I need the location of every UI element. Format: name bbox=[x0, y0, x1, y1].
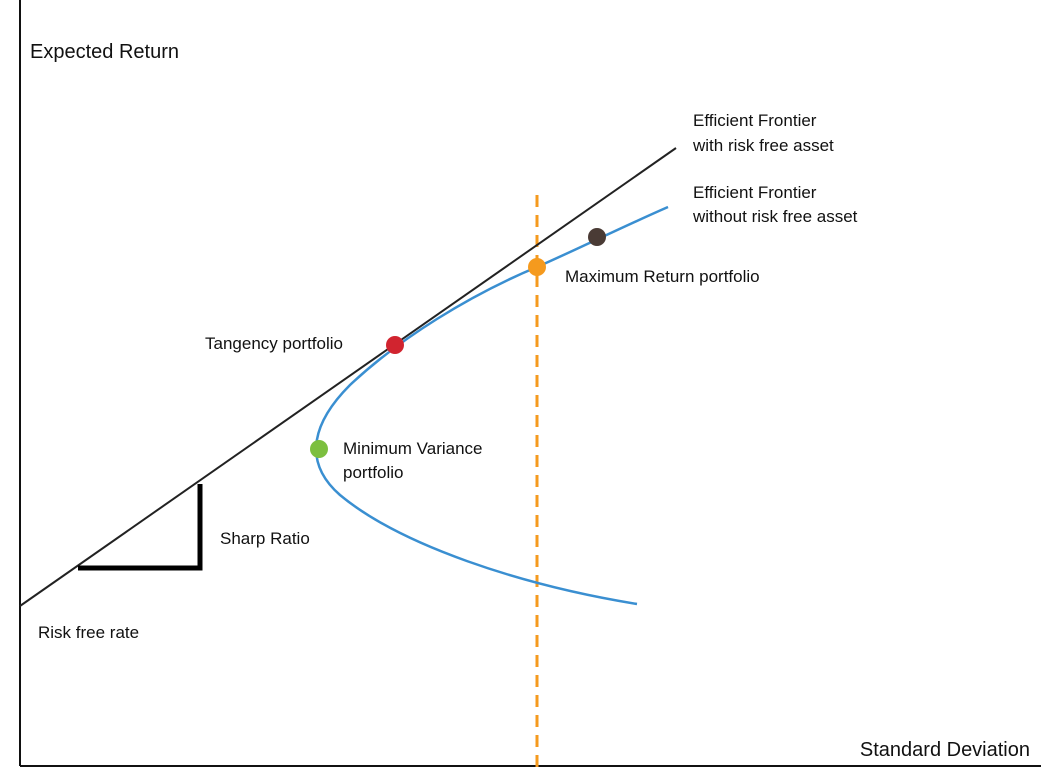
annotation: Maximum Return portfolio bbox=[565, 267, 760, 286]
efficient-frontier-curve bbox=[315, 205, 669, 606]
tangency-dot bbox=[386, 336, 404, 354]
portfolio-dot bbox=[588, 228, 606, 246]
max-return-dot bbox=[528, 258, 546, 276]
annotation: Minimum Variance bbox=[343, 439, 483, 458]
annotation: portfolio bbox=[343, 463, 403, 482]
x-axis-label: Standard Deviation bbox=[860, 739, 1030, 761]
capital-market-line bbox=[19, 147, 677, 607]
annotation: Efficient Frontier bbox=[693, 111, 817, 130]
annotation: Risk free rate bbox=[38, 623, 139, 642]
sharp-ratio-triangle bbox=[78, 484, 203, 571]
min-variance-dot bbox=[310, 440, 328, 458]
annotation: Efficient Frontier bbox=[693, 183, 817, 202]
annotation: without risk free asset bbox=[692, 207, 858, 226]
annotation: Sharp Ratio bbox=[220, 529, 310, 548]
y-axis-label: Expected Return bbox=[30, 41, 179, 63]
annotation: Tangency portfolio bbox=[205, 334, 343, 353]
annotation: with risk free asset bbox=[692, 136, 834, 155]
